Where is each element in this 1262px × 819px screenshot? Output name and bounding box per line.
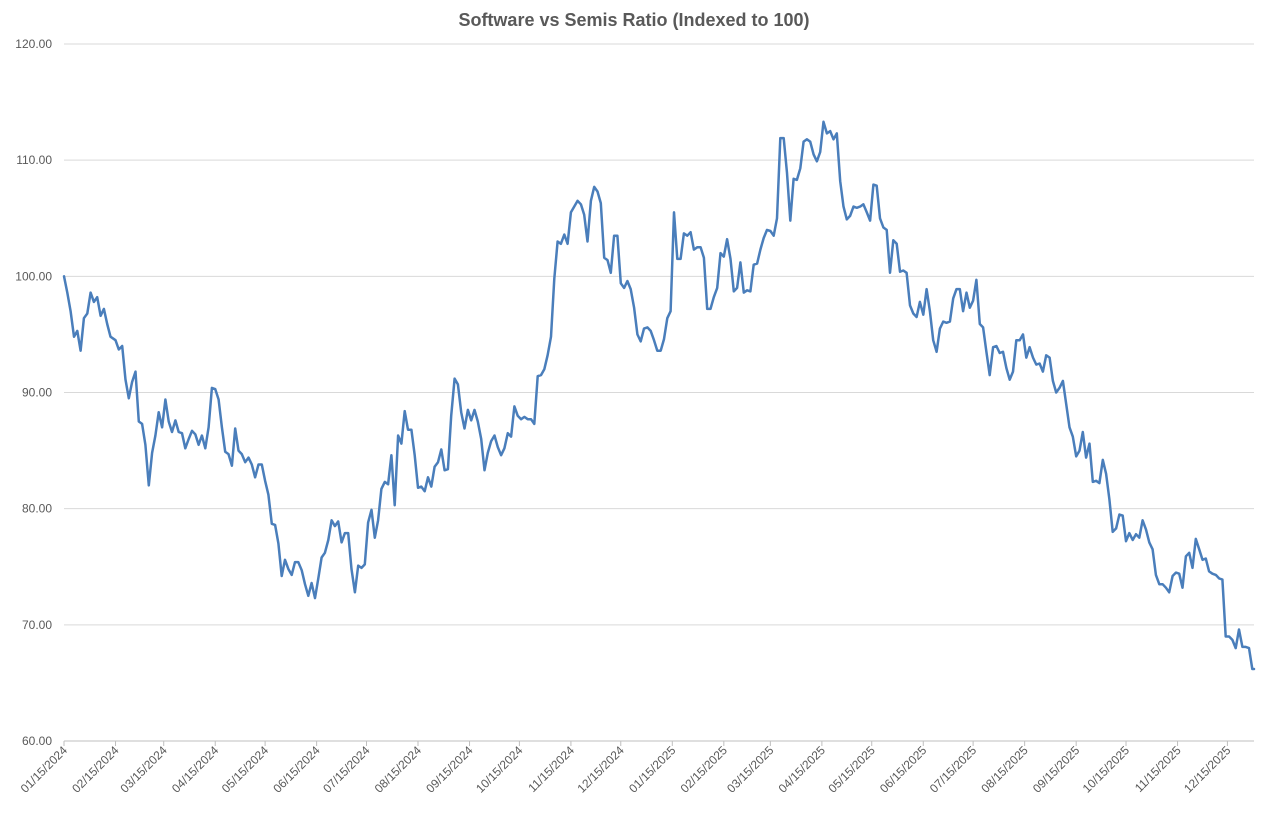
x-tick-label: 11/15/2025	[1132, 743, 1184, 795]
y-tick-label: 90.00	[22, 386, 52, 400]
x-tick-label: 10/15/2025	[1080, 743, 1133, 796]
x-tick-label: 09/15/2025	[1030, 743, 1083, 796]
x-tick-label: 06/15/2024	[270, 743, 323, 796]
x-tick-label: 05/15/2024	[219, 743, 272, 796]
x-tick-label: 01/15/2025	[626, 743, 679, 796]
x-tick-label: 12/15/2025	[1181, 743, 1234, 796]
gridlines	[64, 43, 1254, 626]
x-tick-label: 02/15/2024	[69, 743, 122, 796]
x-tick-label: 06/15/2025	[877, 743, 930, 796]
chart-title: Software vs Semis Ratio (Indexed to 100)	[458, 10, 809, 30]
x-tick-label: 07/15/2024	[320, 743, 373, 796]
x-tick-label: 03/15/2025	[724, 743, 777, 796]
x-tick-label: 11/15/2024	[525, 743, 577, 795]
y-tick-label: 80.00	[22, 502, 52, 516]
x-tick-label: 02/15/2025	[678, 743, 731, 796]
y-tick-label: 70.00	[22, 618, 52, 632]
x-tick-label: 12/15/2024	[575, 743, 628, 796]
x-tick-label: 03/15/2024	[117, 743, 170, 796]
x-tick-label: 04/15/2025	[776, 743, 829, 796]
y-tick-label: 110.00	[16, 153, 52, 167]
x-tick-label: 08/15/2024	[372, 743, 425, 796]
x-tick-label: 08/15/2025	[978, 743, 1031, 796]
x-tick-label: 10/15/2024	[473, 743, 526, 796]
y-tick-label: 120.00	[15, 37, 52, 51]
x-tick-label: 09/15/2024	[423, 743, 476, 796]
series-line	[62, 120, 1256, 671]
y-axis-ticks: 60.00 70.00 80.00 90.00 100.00 110.00 120.00	[15, 37, 52, 748]
y-tick-label: 100.00	[15, 269, 52, 283]
y-tick-label: 60.00	[22, 734, 52, 748]
x-tick-label: 07/15/2025	[927, 743, 980, 796]
x-tick-label: 01/15/2024	[18, 743, 71, 796]
x-tick-label: 04/15/2024	[169, 743, 222, 796]
x-tick-label: 05/15/2025	[825, 743, 878, 796]
series-group	[62, 120, 1256, 671]
